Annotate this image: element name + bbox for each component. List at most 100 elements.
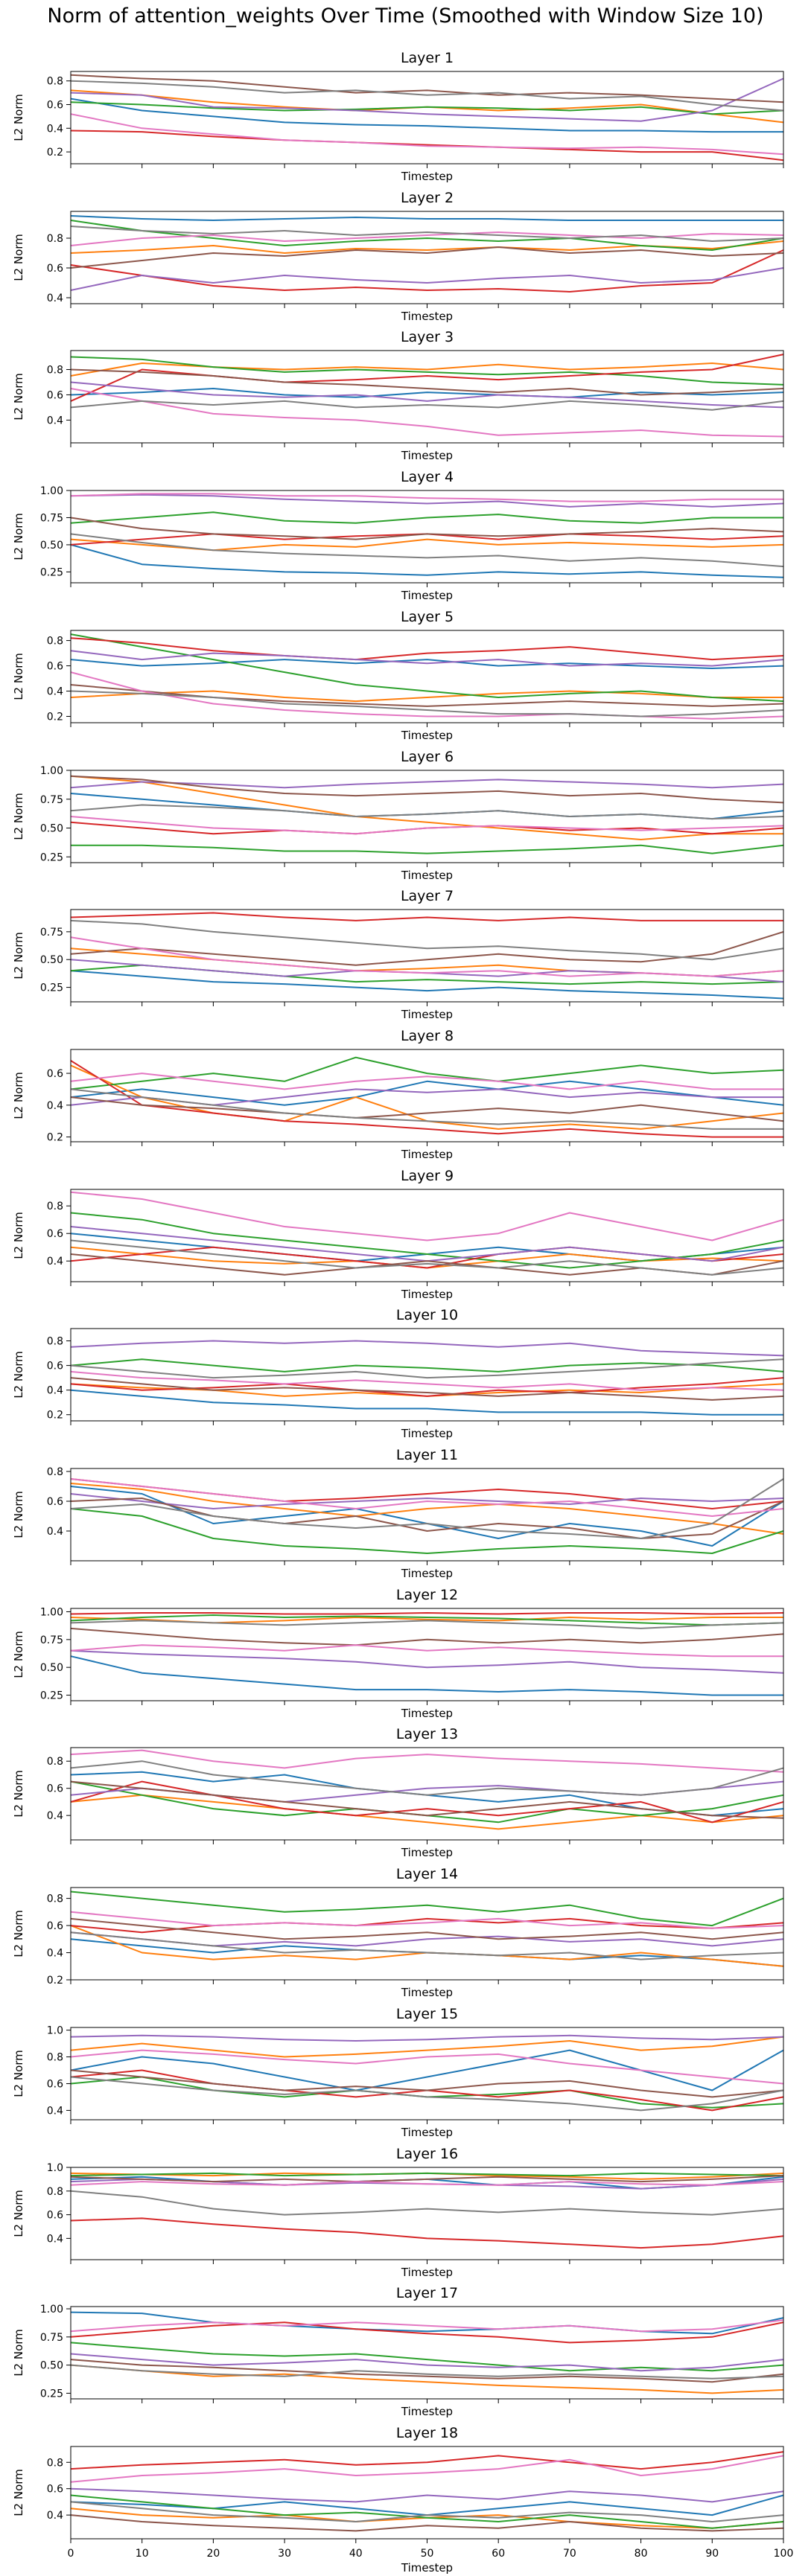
y-tick-label: 0.4 — [47, 2510, 63, 2522]
y-tick-label: 0.50 — [40, 540, 63, 552]
figure-title: Norm of attention_weights Over Time (Smo… — [47, 4, 764, 28]
series-line-5 — [70, 77, 784, 122]
series-line-2 — [70, 2036, 784, 2058]
x-tick-label: 0 — [68, 2548, 74, 2560]
series-line-8 — [70, 80, 784, 112]
series-line-8 — [70, 400, 784, 411]
plot-frame — [70, 630, 784, 723]
subplot-layer-14: Layer 14 0.2 0.4 0.6 0.8 Timestep L2 Norm — [12, 1866, 784, 1999]
y-axis-label: L2 Norm — [12, 1351, 25, 1399]
series-line-4 — [70, 1780, 784, 1824]
x-axis-label: Timestep — [401, 1008, 453, 1021]
y-tick-label: 0.4 — [47, 1100, 63, 1112]
series-line-7 — [70, 2049, 784, 2085]
y-tick-label: 0.8 — [47, 1466, 63, 1478]
y-axis-label: L2 Norm — [12, 793, 25, 840]
series-line-4 — [70, 2451, 784, 2470]
series-line-5 — [70, 650, 784, 667]
series-line-6 — [70, 2359, 784, 2383]
subplot-layer-5: Layer 5 0.2 0.4 0.6 0.8 Timestep L2 Norm — [12, 609, 784, 742]
y-tick-label: 0.2 — [47, 147, 63, 159]
series-line-8 — [70, 2190, 784, 2216]
y-tick-label: 1.00 — [40, 765, 63, 777]
series-line-7 — [70, 1073, 783, 1090]
series-line-6 — [70, 246, 784, 269]
x-tick-label: 40 — [349, 2548, 363, 2560]
x-tick-label: 90 — [705, 2548, 719, 2560]
subplot-layer-10: Layer 10 0.2 0.4 0.6 0.8 Timestep L2 Norm — [12, 1307, 784, 1440]
subplot-title: Layer 14 — [396, 1866, 458, 1882]
series-line-5 — [70, 1340, 784, 1357]
y-tick-label: 0.50 — [40, 1662, 63, 1674]
series-line-1 — [70, 215, 783, 221]
y-tick-label: 0.4 — [47, 1526, 63, 1538]
plot-frame — [70, 1747, 784, 1841]
series-line-6 — [70, 1627, 784, 1646]
subplot-layer-16: Layer 16 0.4 0.6 0.8 1.0 Timestep L2 Norm — [12, 2146, 784, 2279]
x-axis-label: Timestep — [401, 1707, 453, 1720]
series-line-7 — [70, 671, 784, 720]
series-line-5 — [70, 493, 784, 508]
series-line-6 — [70, 1780, 784, 1819]
series-line-1 — [70, 388, 784, 398]
subplot-layer-13: Layer 13 0.4 0.6 0.8 Timestep L2 Norm — [12, 1726, 784, 1859]
series-line-8 — [70, 1478, 784, 1539]
subplot-layer-4: Layer 4 0.25 0.50 0.75 1.00 Timestep L2 Norm — [12, 469, 784, 602]
series-line-6 — [70, 1377, 784, 1401]
x-axis-label: Timestep — [401, 1567, 453, 1580]
series-line-5 — [70, 381, 784, 409]
plot-frame — [70, 2306, 784, 2400]
series-line-4 — [70, 354, 784, 402]
y-tick-label: 0.8 — [47, 1201, 63, 1212]
series-line-7 — [70, 113, 784, 156]
subplot-title: Layer 15 — [396, 2006, 458, 2022]
x-axis-label: Timestep — [401, 2561, 453, 2575]
series-line-8 — [70, 919, 784, 961]
y-tick-label: 0.4 — [47, 123, 63, 135]
y-tick-label: 0.4 — [47, 1948, 63, 1960]
series-line-7 — [70, 1370, 784, 1391]
y-axis-label: L2 Norm — [12, 1212, 25, 1259]
y-tick-label: 0.25 — [40, 1690, 63, 1702]
series-line-8 — [70, 1931, 784, 1960]
subplot-layer-9: Layer 9 0.4 0.6 0.8 Timestep L2 Norm — [12, 1168, 784, 1301]
x-tick-label: 30 — [278, 2548, 291, 2560]
series-line-8 — [70, 1088, 783, 1130]
y-tick-label: 0.75 — [40, 512, 63, 524]
series-line-6 — [70, 2514, 784, 2532]
y-axis-label: L2 Norm — [12, 932, 25, 979]
y-tick-label: 0.75 — [40, 927, 63, 939]
y-axis-label: L2 Norm — [12, 1770, 25, 1818]
x-tick-label: 10 — [136, 2548, 149, 2560]
subplot-title: Layer 18 — [396, 2425, 458, 2441]
series-line-3 — [70, 356, 784, 386]
x-axis-label: Timestep — [401, 449, 453, 462]
y-tick-label: 0.2 — [47, 1132, 63, 1144]
y-axis-label: L2 Norm — [12, 234, 25, 281]
subplot-title: Layer 4 — [401, 469, 454, 485]
series-line-8 — [70, 226, 784, 242]
series-line-8 — [70, 1358, 784, 1379]
series-line-8 — [70, 2076, 784, 2112]
y-axis-label: L2 Norm — [12, 653, 25, 700]
series-line-7 — [70, 388, 784, 438]
series-line-1 — [70, 2049, 784, 2091]
series-line-1 — [70, 543, 784, 578]
series-line-8 — [70, 690, 784, 717]
y-axis-label: L2 Norm — [12, 94, 25, 141]
subplot-title: Layer 16 — [396, 2146, 458, 2162]
series-line-3 — [70, 1508, 784, 1554]
series-line-6 — [70, 775, 784, 804]
subplot-layer-6: Layer 6 0.25 0.50 0.75 1.00 Timestep L2 Norm — [12, 749, 784, 882]
series-line-3 — [70, 1614, 784, 1626]
series-line-3 — [70, 1212, 784, 1269]
y-tick-label: 0.6 — [47, 1068, 63, 1080]
series-line-1 — [70, 2311, 784, 2335]
series-line-5 — [70, 1931, 784, 1947]
y-tick-label: 0.8 — [47, 1336, 63, 1348]
subplot-layer-8: Layer 8 0.2 0.4 0.6 Timestep L2 Norm — [12, 1028, 784, 1161]
y-tick-label: 1.0 — [47, 2162, 63, 2174]
x-axis-label: Timestep — [401, 1986, 453, 1999]
series-line-8 — [70, 804, 784, 820]
y-axis-label: L2 Norm — [12, 1631, 25, 1678]
